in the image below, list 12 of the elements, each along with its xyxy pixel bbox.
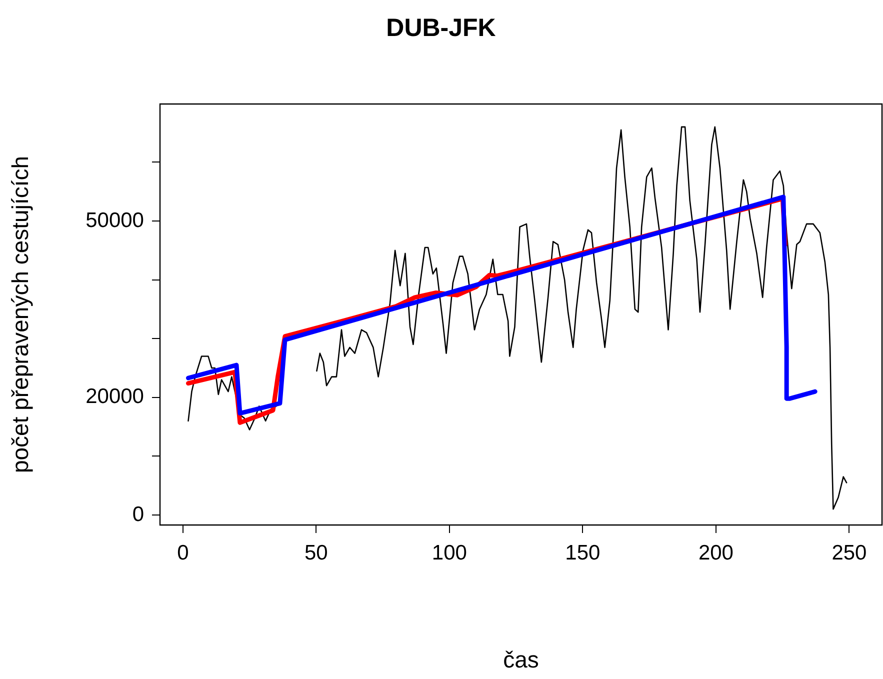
x-axis-title: čas	[503, 646, 539, 673]
y-tick-label: 20000	[86, 385, 144, 408]
x-tick-label: 200	[698, 541, 734, 564]
y-tick-label: 50000	[86, 208, 144, 232]
x-tick-label: 100	[432, 541, 467, 564]
y-axis-title: počet přepravených cestujících	[7, 156, 34, 474]
x-tick-label: 0	[177, 541, 189, 564]
y-tick-label: 0	[132, 502, 144, 526]
chart-title: DUB-JFK	[386, 14, 496, 42]
x-tick-label: 50	[304, 541, 328, 564]
x-tick-label: 250	[832, 541, 867, 564]
x-tick-label: 150	[565, 541, 600, 564]
